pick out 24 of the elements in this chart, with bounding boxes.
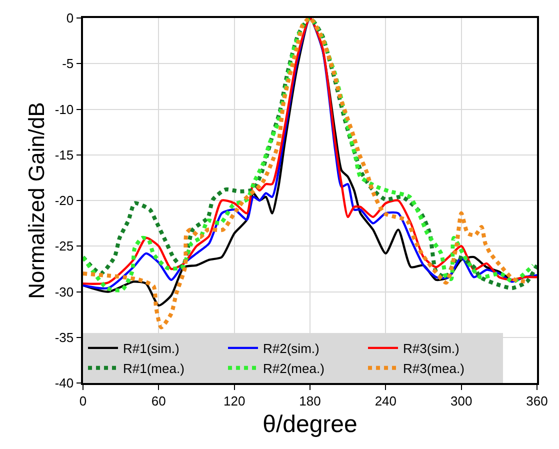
x-tick-label: 120: [223, 393, 246, 408]
y-axis-title: Normalized Gain/dB: [24, 102, 50, 299]
x-tick-label: 0: [79, 393, 87, 408]
y-tick-label: -15: [54, 147, 74, 162]
y-tick-label: -40: [54, 376, 74, 391]
legend-label: R#3(mea.): [403, 360, 464, 376]
x-tick-label: 240: [374, 393, 397, 408]
legend-label: R#3(sim.): [403, 341, 460, 356]
legend-label: R#2(mea.): [263, 360, 324, 376]
x-axis-title: θ/degree: [262, 411, 358, 438]
y-tick-label: 0: [66, 10, 74, 26]
legend-label: R#1(sim.): [123, 341, 180, 356]
x-tick-label: 360: [526, 393, 548, 408]
x-tick-label: 300: [450, 393, 472, 408]
y-tick-label: -10: [54, 102, 74, 117]
y-tick-label: -20: [54, 193, 74, 208]
y-tick-label: -35: [54, 330, 74, 345]
y-tick-label: -25: [54, 238, 74, 254]
y-tick-label: -30: [54, 284, 74, 300]
x-tick-label: 180: [299, 393, 321, 408]
legend-label: R#1(mea.): [123, 360, 184, 376]
y-tick-label: -5: [62, 56, 74, 72]
legend-label: R#2(sim.): [263, 341, 320, 356]
x-tick-label: 60: [151, 393, 166, 408]
